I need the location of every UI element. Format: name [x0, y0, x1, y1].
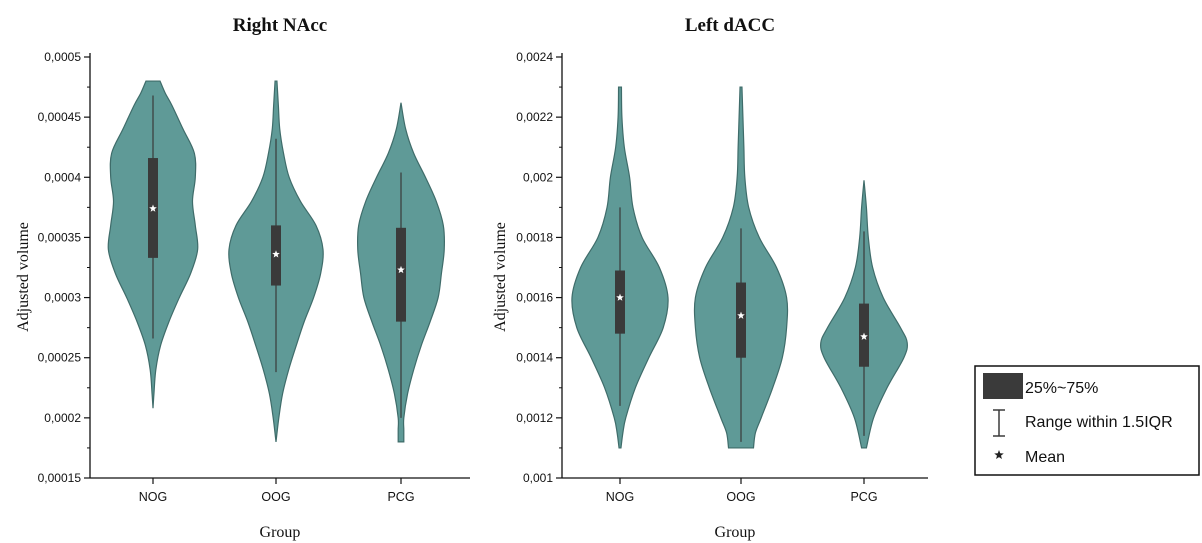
iqr-box	[736, 282, 746, 358]
legend-whisker-swatch	[993, 409, 1005, 437]
mean-marker	[272, 250, 280, 258]
legend: 25%~75% Range within 1.5IQR Mean	[974, 365, 1200, 476]
x-axis-label: Group	[260, 524, 301, 541]
y-tick-label: 0,001	[523, 471, 553, 485]
legend-item-mean: Mean	[1025, 449, 1065, 466]
axes-layer: 0,001 0,0012 0,0014 0,0016 0,0018 0,002 0,0022…	[516, 50, 928, 504]
iqr-box	[615, 270, 625, 334]
chart-title: Right NAcc	[233, 15, 327, 36]
y-tick-label: 0,0024	[516, 50, 553, 64]
chart-panel-right-nacc: Right NAcc Adjusted volume Group 0,00015…	[15, 15, 470, 541]
mean-marker	[737, 311, 745, 319]
violin-nog	[107, 80, 199, 409]
x-tick-label: PCG	[850, 490, 877, 504]
violin-layer	[107, 80, 446, 443]
violin-nog	[571, 86, 669, 449]
y-tick-label: 0,0018	[516, 230, 553, 244]
violin-oog	[228, 80, 324, 442]
violin-oog	[693, 86, 789, 449]
y-tick-label: 0,0004	[44, 170, 81, 184]
y-tick-label: 0,0002	[44, 411, 81, 425]
x-axis-label: Group	[715, 524, 756, 541]
y-tick-label: 0,0014	[516, 351, 553, 365]
mean-marker	[860, 332, 868, 340]
violin-layer	[571, 86, 908, 449]
violin-pcg	[820, 180, 908, 449]
iqr-box	[396, 227, 406, 322]
legend-mean-star-icon	[994, 450, 1004, 460]
y-tick-label: 0,0003	[44, 291, 81, 305]
chart-title: Left dACC	[685, 15, 775, 36]
y-axis-label: Adjusted volume	[15, 222, 32, 332]
x-tick-label: OOG	[261, 490, 290, 504]
x-tick-label: OOG	[726, 490, 755, 504]
y-tick-label: 0,00045	[38, 110, 82, 124]
y-tick-label: 0,0022	[516, 110, 553, 124]
y-tick-label: 0,0016	[516, 291, 553, 305]
y-tick-label: 0,002	[523, 170, 553, 184]
legend-item-quartiles: 25%~75%	[1025, 380, 1098, 397]
mean-marker	[616, 293, 624, 301]
y-tick-label: 0,00015	[38, 471, 82, 485]
legend-item-range: Range within 1.5IQR	[1025, 414, 1173, 431]
x-tick-label: NOG	[606, 490, 634, 504]
mean-marker	[149, 204, 157, 212]
y-tick-label: 0,00025	[38, 351, 82, 365]
y-tick-label: 0,0005	[44, 50, 81, 64]
y-tick-label: 0,00035	[38, 230, 82, 244]
axes-layer: 0,00015 0,0002 0,00025 0,0003 0,00035 0,0004 0…	[38, 50, 470, 504]
y-tick-label: 0,0012	[516, 411, 553, 425]
legend-box-swatch	[983, 373, 1023, 399]
mean-marker	[397, 265, 405, 274]
violin-pcg	[356, 102, 446, 443]
chart-panel-left-dacc: Left dACC Adjusted volume Group 0,0010,0…	[492, 15, 928, 541]
x-tick-label: NOG	[139, 490, 167, 504]
y-axis-label: Adjusted volume	[492, 222, 509, 332]
x-tick-label: PCG	[387, 490, 414, 504]
